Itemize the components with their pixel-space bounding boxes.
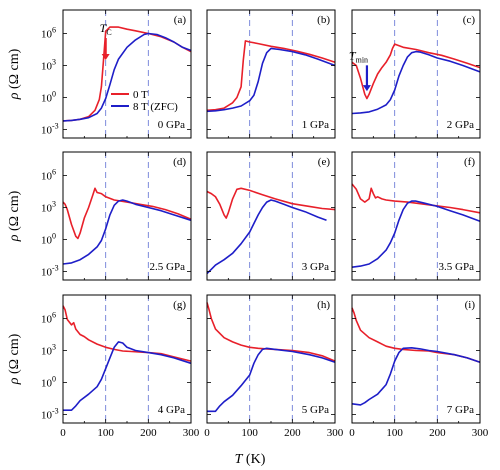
panel-letter: (h) [317, 299, 330, 311]
series-0T-line [351, 183, 481, 214]
x-tick-label: 0 [349, 427, 355, 439]
y-tick-label: 103 [41, 57, 56, 72]
x-tick-label: 0 [60, 427, 66, 439]
y-tick-label: 10-3 [41, 121, 59, 136]
x-tick-label: 300 [327, 427, 344, 439]
y-tick-label: 100 [41, 231, 56, 246]
series-8T-line [206, 199, 327, 275]
y-axis-title: ρ (Ω cm) [7, 333, 22, 385]
series-8T-line [351, 50, 481, 115]
y-tick-label: 103 [41, 199, 56, 214]
pressure-label: 2 GPa [447, 119, 474, 131]
y-axis-title: ρ (Ω cm) [7, 48, 22, 100]
series-0T-line [62, 305, 192, 362]
y-tick-label: 106 [41, 25, 56, 40]
panel-f: (f) 3.5 GPa [351, 151, 481, 281]
panel-letter: (g) [173, 299, 186, 311]
pressure-label: 1 GPa [302, 119, 329, 131]
annotation-arrow-head [101, 54, 110, 60]
annotation-TC: TC [100, 21, 112, 60]
annotation-arrow-head [362, 85, 371, 92]
panel-d: 10-3 100 103 106 (d) 2.5 GPa [41, 151, 192, 281]
pressure-label: 3.5 GPa [439, 261, 475, 273]
series-0T-line [206, 40, 336, 112]
y-tick-label: 10-3 [41, 263, 59, 278]
annotation-label: TC [100, 21, 112, 37]
x-tick-label: 200 [284, 427, 301, 439]
x-tick-label: 100 [241, 427, 258, 439]
pressure-label: 4 GPa [158, 404, 185, 416]
x-tick-label: 100 [97, 427, 114, 439]
panel-letter: (f) [464, 156, 475, 168]
x-tick-label: 300 [472, 427, 489, 439]
series-8T-line [351, 200, 481, 268]
annotation-Tmin: Tmin [349, 48, 371, 92]
panel-b: (b) 1 GPa [206, 9, 336, 139]
pressure-label: 2.5 GPa [150, 261, 186, 273]
series-0T-line [206, 302, 336, 362]
y-axis-title: ρ (Ω cm) [7, 190, 22, 242]
pressure-label: 5 GPa [302, 404, 329, 416]
y-tick-label: 106 [41, 310, 56, 325]
series-0T-line [351, 43, 481, 100]
y-tick-label: 100 [41, 374, 56, 389]
panel-letter: (e) [318, 156, 331, 168]
panel-letter: (d) [173, 156, 186, 168]
series-8T-line [62, 199, 192, 265]
x-tick-label: 200 [140, 427, 157, 439]
panel-e: (e) 3 GPa [206, 151, 336, 281]
series-8T-line [207, 347, 336, 413]
series-0T-line [62, 187, 192, 240]
panel-letter: (i) [465, 299, 476, 311]
series-8T-line [63, 341, 192, 411]
series-0T-line [351, 307, 481, 363]
panel-h: 0 100 200 300 (h) 5 GPa [204, 294, 344, 439]
y-tick-label: 106 [41, 167, 56, 182]
y-tick-label: 100 [41, 89, 56, 104]
legend-label: 8 T (ZFC) [133, 101, 178, 113]
panel-letter: (b) [317, 14, 330, 26]
x-tick-label: 300 [183, 427, 200, 439]
legend-label: 0 T [133, 89, 148, 101]
x-tick-label: 200 [429, 427, 446, 439]
y-tick-label: 103 [41, 342, 56, 357]
x-axis-title: T (K) [235, 452, 266, 467]
y-tick-label: 10-3 [41, 406, 59, 421]
series-8T-line [351, 347, 481, 406]
panel-i: 0 100 200 300 (i) 7 GPa [349, 294, 489, 439]
pressure-label: 0 GPa [158, 119, 185, 131]
series-0T-line [206, 187, 336, 219]
legend: 0 T8 T (ZFC) [111, 89, 178, 113]
pressure-label: 7 GPa [447, 404, 474, 416]
annotation-label: Tmin [349, 48, 368, 64]
pressure-label: 3 GPa [302, 261, 329, 273]
panel-a: 10-3 100 103 106 (a) 0 GPa TC 0 T8 T (ZFC) [41, 9, 192, 139]
x-tick-label: 100 [386, 427, 403, 439]
panel-c: (c) 2 GPa Tmin [349, 9, 481, 139]
x-tick-label: 0 [204, 427, 210, 439]
panel-letter: (c) [463, 14, 476, 26]
panel-letter: (a) [174, 14, 187, 26]
series-8T-line [206, 47, 336, 113]
panel-g: 10-3 100 103 106 0 100 200 300 (g) 4 GPa [41, 294, 200, 439]
series-8T-line [62, 32, 192, 122]
